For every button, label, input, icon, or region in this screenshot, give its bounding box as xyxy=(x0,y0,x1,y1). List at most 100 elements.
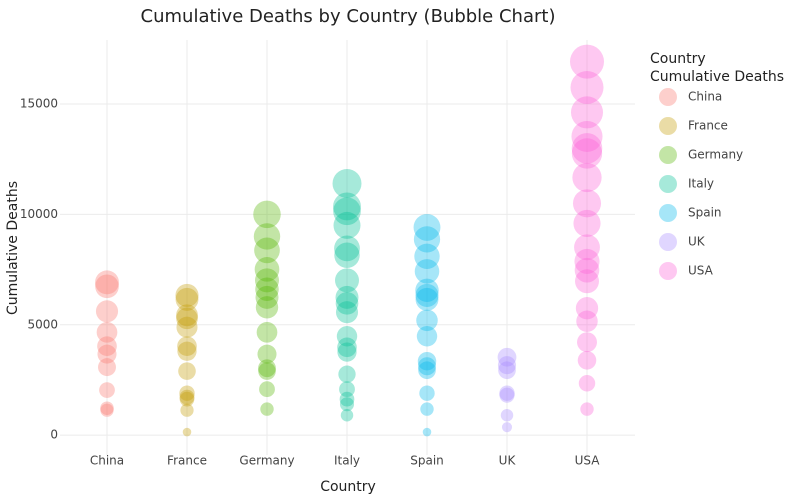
bubble xyxy=(578,375,596,392)
bubble xyxy=(333,211,361,239)
bubble xyxy=(339,381,355,398)
bubble xyxy=(415,278,439,303)
bubble xyxy=(179,385,195,401)
bubble xyxy=(254,268,280,293)
bubble xyxy=(571,133,603,164)
bubble xyxy=(413,213,441,241)
x-axis-title: Country xyxy=(320,479,376,494)
bubble xyxy=(335,285,359,309)
bubble xyxy=(416,309,438,332)
bubble xyxy=(337,337,357,358)
bubble xyxy=(180,403,194,417)
bubble xyxy=(422,427,432,437)
legend-label: Germany xyxy=(688,148,743,162)
bubble xyxy=(418,361,436,380)
x-tick-label: Italy xyxy=(334,454,360,468)
legend-size-title: Cumulative Deaths xyxy=(650,69,784,85)
bubble xyxy=(340,409,354,422)
bubble xyxy=(333,197,361,226)
bubble xyxy=(95,274,119,299)
legend-swatch xyxy=(659,262,677,280)
bubble xyxy=(259,381,275,398)
bubble xyxy=(257,344,277,364)
bubble xyxy=(176,304,198,327)
bubble xyxy=(415,287,439,311)
bubble xyxy=(419,385,435,401)
bubble xyxy=(177,341,197,361)
x-tick-label: France xyxy=(167,454,207,468)
bubble xyxy=(575,269,599,294)
bubble xyxy=(253,223,281,250)
bubble xyxy=(179,391,195,407)
bubble xyxy=(413,226,441,253)
bubble xyxy=(570,96,604,129)
bubble xyxy=(580,402,594,416)
x-tick-label: UK xyxy=(499,454,517,468)
bubble xyxy=(414,259,440,284)
bubble xyxy=(96,321,118,343)
chart-title: Cumulative Deaths by Country (Bubble Cha… xyxy=(141,6,556,27)
bubble xyxy=(571,120,603,152)
bubble xyxy=(497,347,517,367)
bubble xyxy=(572,162,602,193)
legend-label: China xyxy=(688,90,722,104)
bubble xyxy=(500,409,514,422)
bubble xyxy=(498,361,516,380)
bubble xyxy=(95,270,119,295)
y-tick-label: 10000 xyxy=(20,207,58,221)
bubble xyxy=(260,402,274,416)
bubble xyxy=(258,359,276,378)
bubble xyxy=(338,365,356,383)
bubble xyxy=(334,242,360,268)
bubble xyxy=(332,168,362,198)
legend-swatch xyxy=(659,117,677,135)
bubble xyxy=(417,351,437,371)
legend-label: USA xyxy=(688,264,714,278)
bubble xyxy=(176,316,198,338)
legend-label: France xyxy=(688,119,728,133)
bubble xyxy=(420,402,434,416)
x-tick-label: USA xyxy=(575,454,601,468)
legend-swatch xyxy=(659,175,677,193)
bubble xyxy=(414,243,440,270)
bubble xyxy=(577,351,597,370)
bubble xyxy=(177,336,197,357)
bubble xyxy=(100,401,114,415)
bubble xyxy=(415,283,439,307)
legend-label: Spain xyxy=(688,206,722,220)
bubble xyxy=(253,200,281,229)
bubble xyxy=(499,387,515,403)
bubble xyxy=(175,283,199,307)
y-axis-title: Cumulative Deaths xyxy=(5,181,21,315)
legend-title: Country xyxy=(650,51,706,67)
bubble xyxy=(100,403,114,417)
bubble xyxy=(576,310,598,332)
bubble xyxy=(255,277,279,301)
bubble xyxy=(574,234,600,261)
legend-swatch xyxy=(659,146,677,164)
bubble xyxy=(99,382,115,398)
bubble xyxy=(335,292,359,315)
bubble xyxy=(256,321,278,343)
bubble xyxy=(254,237,280,264)
bubble xyxy=(333,192,361,221)
bubble xyxy=(335,301,359,324)
bubble xyxy=(179,389,195,405)
bubble xyxy=(254,257,280,282)
x-tick-label: China xyxy=(90,454,124,468)
legend-swatch xyxy=(659,204,677,222)
bubble xyxy=(182,427,192,437)
bubble xyxy=(573,209,601,237)
bubble xyxy=(497,356,517,375)
y-tick-label: 0 xyxy=(50,428,58,442)
legend-swatch xyxy=(659,233,677,251)
bubble xyxy=(334,235,360,262)
bubble xyxy=(501,422,513,433)
legend-label: UK xyxy=(688,235,706,249)
bubble xyxy=(336,326,358,347)
bubble xyxy=(571,138,603,169)
y-tick-label: 5000 xyxy=(27,317,58,331)
bubble xyxy=(570,70,604,104)
bubble xyxy=(577,332,597,353)
